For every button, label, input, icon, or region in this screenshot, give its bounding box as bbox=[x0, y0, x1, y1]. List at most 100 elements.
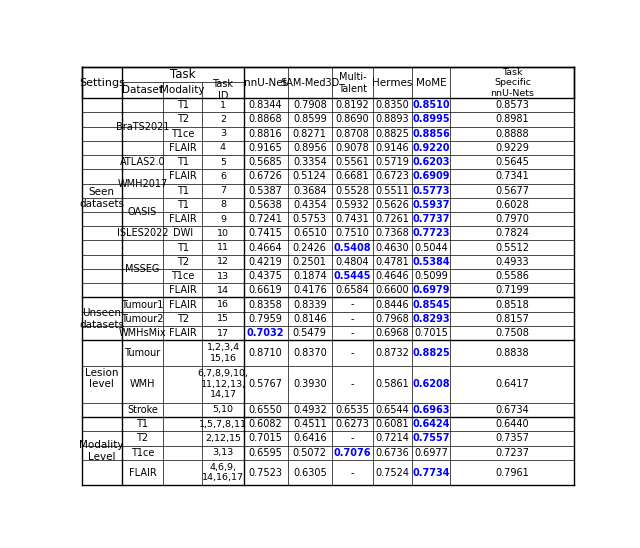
Text: 0.5861: 0.5861 bbox=[376, 379, 409, 389]
Text: MoME: MoME bbox=[416, 78, 446, 88]
Text: 0.5561: 0.5561 bbox=[335, 157, 369, 167]
Text: 0.6736: 0.6736 bbox=[376, 448, 409, 458]
Text: 0.4932: 0.4932 bbox=[293, 405, 326, 415]
Text: -: - bbox=[351, 300, 354, 310]
Text: 0.6208: 0.6208 bbox=[412, 379, 450, 389]
Text: 0.6734: 0.6734 bbox=[495, 405, 529, 415]
Text: -: - bbox=[351, 314, 354, 324]
Text: 0.7241: 0.7241 bbox=[249, 214, 282, 224]
Text: 0.9146: 0.9146 bbox=[376, 143, 409, 153]
Text: 0.8446: 0.8446 bbox=[376, 300, 409, 310]
Text: 0.9220: 0.9220 bbox=[412, 143, 450, 153]
Text: 0.7824: 0.7824 bbox=[495, 229, 529, 238]
Text: 0.6909: 0.6909 bbox=[412, 172, 450, 181]
Text: 0.8708: 0.8708 bbox=[335, 129, 369, 139]
Text: ATLAS2.0: ATLAS2.0 bbox=[120, 157, 165, 167]
Text: 0.8344: 0.8344 bbox=[249, 100, 282, 110]
Text: 0.6082: 0.6082 bbox=[249, 419, 282, 429]
Text: Unseen
datasets: Unseen datasets bbox=[79, 308, 124, 329]
Text: 0.8995: 0.8995 bbox=[412, 115, 450, 124]
Text: T1: T1 bbox=[177, 200, 189, 210]
Text: 2,12,15: 2,12,15 bbox=[205, 434, 241, 443]
Text: 0.5044: 0.5044 bbox=[414, 243, 448, 253]
Text: 0.6440: 0.6440 bbox=[495, 419, 529, 429]
Text: 0.5645: 0.5645 bbox=[495, 157, 529, 167]
Text: 0.5753: 0.5753 bbox=[292, 214, 327, 224]
Text: 0.6416: 0.6416 bbox=[293, 433, 326, 443]
Text: Modality
Level: Modality Level bbox=[79, 441, 124, 462]
Text: 0.7199: 0.7199 bbox=[495, 286, 529, 295]
Text: 6,7,8,9,10,
11,12,13,
14,17: 6,7,8,9,10, 11,12,13, 14,17 bbox=[198, 369, 248, 399]
Text: 2: 2 bbox=[220, 115, 226, 124]
Text: 0.8888: 0.8888 bbox=[495, 129, 529, 139]
Text: 0.7723: 0.7723 bbox=[412, 229, 450, 238]
Text: 3: 3 bbox=[220, 129, 226, 138]
Text: 0.7908: 0.7908 bbox=[293, 100, 326, 110]
Text: 0.8856: 0.8856 bbox=[412, 129, 450, 139]
Text: 0.7523: 0.7523 bbox=[248, 467, 283, 478]
Text: T2: T2 bbox=[177, 314, 189, 324]
Text: 0.5932: 0.5932 bbox=[335, 200, 369, 210]
Text: 0.5408: 0.5408 bbox=[333, 243, 371, 253]
Text: 0.6550: 0.6550 bbox=[249, 405, 282, 415]
Text: T1: T1 bbox=[177, 243, 189, 253]
Text: 6: 6 bbox=[220, 172, 226, 181]
Text: 0.4646: 0.4646 bbox=[376, 271, 409, 281]
Text: 0.7734: 0.7734 bbox=[412, 467, 450, 478]
Text: 0.2501: 0.2501 bbox=[293, 257, 327, 267]
Text: Tumour1: Tumour1 bbox=[121, 300, 164, 310]
Text: -: - bbox=[351, 328, 354, 338]
Text: 0.7261: 0.7261 bbox=[376, 214, 409, 224]
Text: 0.5586: 0.5586 bbox=[495, 271, 529, 281]
Text: 0.5479: 0.5479 bbox=[293, 328, 327, 338]
Text: 0.8510: 0.8510 bbox=[412, 100, 450, 110]
Text: T1: T1 bbox=[177, 157, 189, 167]
Text: T1ce: T1ce bbox=[171, 271, 195, 281]
Text: 4: 4 bbox=[220, 144, 226, 152]
Text: 1: 1 bbox=[220, 101, 226, 110]
Text: 0.8868: 0.8868 bbox=[249, 115, 282, 124]
Text: 0.6595: 0.6595 bbox=[249, 448, 282, 458]
Text: 1,2,3,4
15,16: 1,2,3,4 15,16 bbox=[207, 343, 239, 363]
Text: 0.8545: 0.8545 bbox=[412, 300, 450, 310]
Text: FLAIR: FLAIR bbox=[169, 286, 196, 295]
Text: DWI: DWI bbox=[173, 229, 193, 238]
Text: 3,13: 3,13 bbox=[212, 448, 234, 457]
Text: MSSEG: MSSEG bbox=[125, 264, 159, 274]
Text: T2: T2 bbox=[136, 433, 148, 443]
Text: 0.5626: 0.5626 bbox=[376, 200, 409, 210]
Text: 0.5384: 0.5384 bbox=[412, 257, 450, 267]
Text: 0.6723: 0.6723 bbox=[376, 172, 409, 181]
Text: 0.6968: 0.6968 bbox=[376, 328, 409, 338]
Text: 0.6963: 0.6963 bbox=[412, 405, 450, 415]
Text: Tumour2: Tumour2 bbox=[121, 314, 164, 324]
Text: T1ce: T1ce bbox=[171, 129, 195, 139]
Text: 0.8981: 0.8981 bbox=[495, 115, 529, 124]
Text: 0.7557: 0.7557 bbox=[412, 433, 450, 443]
Text: 0.5445: 0.5445 bbox=[333, 271, 371, 281]
Text: 0.5387: 0.5387 bbox=[249, 186, 282, 196]
Text: 5,10: 5,10 bbox=[212, 406, 234, 414]
Text: 0.9165: 0.9165 bbox=[249, 143, 282, 153]
Text: Tumour: Tumour bbox=[124, 348, 161, 358]
Text: 0.6417: 0.6417 bbox=[495, 379, 529, 389]
Text: 0.6305: 0.6305 bbox=[293, 467, 326, 478]
Text: BraTS2021: BraTS2021 bbox=[116, 122, 169, 132]
Text: Lesion
level: Lesion level bbox=[85, 368, 118, 390]
Text: 0.8146: 0.8146 bbox=[293, 314, 326, 324]
Text: 0.7341: 0.7341 bbox=[495, 172, 529, 181]
Text: 0.8293: 0.8293 bbox=[412, 314, 450, 324]
Text: Stroke: Stroke bbox=[127, 405, 158, 415]
Text: 4,6,9,
14,16,17: 4,6,9, 14,16,17 bbox=[202, 463, 244, 482]
Text: OASIS: OASIS bbox=[128, 207, 157, 217]
Text: 0.4219: 0.4219 bbox=[249, 257, 282, 267]
Text: Task: Task bbox=[170, 68, 195, 81]
Text: 0.3684: 0.3684 bbox=[293, 186, 326, 196]
Text: nnU-Net: nnU-Net bbox=[244, 78, 287, 88]
Text: T1ce: T1ce bbox=[131, 448, 154, 458]
Text: Seen
datasets: Seen datasets bbox=[79, 187, 124, 209]
Text: 0.5773: 0.5773 bbox=[412, 186, 450, 196]
Text: 0.4664: 0.4664 bbox=[249, 243, 282, 253]
Text: 0.4354: 0.4354 bbox=[293, 200, 326, 210]
Text: 0.8573: 0.8573 bbox=[495, 100, 529, 110]
